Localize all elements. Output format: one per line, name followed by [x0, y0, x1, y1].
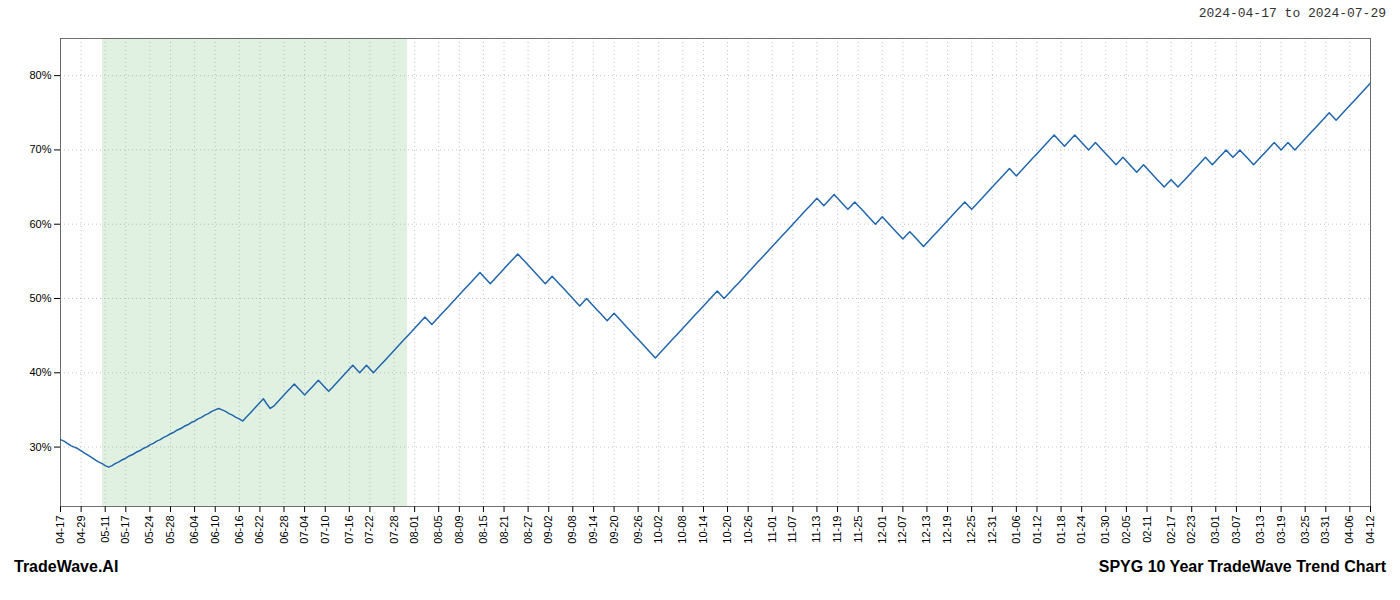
svg-text:11-19: 11-19 [831, 516, 843, 543]
svg-text:80%: 80% [29, 69, 51, 81]
svg-text:06-10: 06-10 [209, 516, 221, 544]
svg-text:05-17: 05-17 [119, 516, 131, 544]
svg-text:10-26: 10-26 [742, 516, 754, 544]
svg-text:06-16: 06-16 [233, 516, 245, 544]
svg-text:07-04: 07-04 [298, 516, 310, 544]
svg-text:12-19: 12-19 [941, 516, 953, 544]
svg-text:01-18: 01-18 [1055, 516, 1067, 544]
svg-text:03-25: 03-25 [1299, 516, 1311, 544]
svg-text:04-17: 04-17 [54, 516, 66, 544]
svg-text:11-25: 11-25 [852, 516, 864, 543]
svg-text:12-31: 12-31 [986, 516, 998, 544]
svg-text:30%: 30% [29, 441, 51, 453]
svg-text:02-11: 02-11 [1141, 516, 1153, 543]
svg-text:08-09: 08-09 [453, 516, 465, 544]
svg-text:03-01: 03-01 [1209, 516, 1221, 544]
svg-text:09-26: 09-26 [632, 516, 644, 544]
svg-text:03-31: 03-31 [1319, 516, 1331, 544]
svg-text:09-08: 09-08 [566, 516, 578, 544]
svg-text:06-04: 06-04 [188, 516, 200, 544]
svg-text:11-13: 11-13 [810, 516, 822, 543]
svg-text:03-13: 03-13 [1254, 516, 1266, 544]
svg-text:10-02: 10-02 [652, 516, 664, 544]
svg-text:01-24: 01-24 [1075, 516, 1087, 544]
svg-text:02-23: 02-23 [1185, 516, 1197, 544]
svg-text:01-12: 01-12 [1031, 516, 1043, 544]
svg-text:12-01: 12-01 [876, 516, 888, 544]
svg-text:07-22: 07-22 [363, 516, 375, 544]
svg-text:10-08: 10-08 [676, 516, 688, 544]
svg-text:12-25: 12-25 [965, 516, 977, 544]
svg-text:05-24: 05-24 [143, 516, 155, 544]
svg-text:08-21: 08-21 [498, 516, 510, 544]
svg-text:12-13: 12-13 [920, 516, 932, 544]
svg-text:03-19: 03-19 [1275, 516, 1287, 544]
svg-text:50%: 50% [29, 292, 51, 304]
svg-text:09-02: 09-02 [542, 516, 554, 544]
html-text:SPYG 10 Year TradeWave Trend C: SPYG 10 Year TradeWave Trend Chart [1098, 558, 1386, 575]
svg-text:06-28: 06-28 [278, 516, 290, 544]
svg-text:06-22: 06-22 [253, 516, 265, 544]
svg-text:07-10: 07-10 [319, 516, 331, 544]
svg-text:70%: 70% [29, 143, 51, 155]
svg-text:05-28: 05-28 [164, 516, 176, 544]
html-text:TradeWave.AI: TradeWave.AI [14, 558, 119, 575]
svg-text:08-27: 08-27 [522, 516, 534, 544]
svg-text:08-01: 08-01 [408, 516, 420, 544]
svg-text:05-11: 05-11 [99, 516, 111, 543]
svg-text:08-15: 08-15 [477, 516, 489, 544]
svg-text:09-14: 09-14 [587, 516, 599, 544]
svg-text:40%: 40% [29, 366, 51, 378]
svg-text:10-14: 10-14 [697, 516, 709, 544]
svg-text:12-07: 12-07 [896, 516, 908, 544]
svg-text:09-20: 09-20 [608, 516, 620, 544]
svg-text:03-07: 03-07 [1230, 516, 1242, 544]
svg-text:04-06: 04-06 [1343, 516, 1355, 544]
svg-text:02-05: 02-05 [1120, 516, 1132, 544]
svg-text:07-28: 07-28 [388, 516, 400, 544]
html-text:2024-04-17 to 2024-07-29: 2024-04-17 to 2024-07-29 [1198, 6, 1386, 21]
svg-text:60%: 60% [29, 218, 51, 230]
svg-text:02-17: 02-17 [1165, 516, 1177, 544]
svg-text:10-20: 10-20 [721, 516, 733, 544]
svg-text:11-07: 11-07 [786, 516, 798, 543]
svg-text:11-01: 11-01 [766, 516, 778, 543]
svg-text:08-05: 08-05 [432, 516, 444, 544]
svg-text:04-12: 04-12 [1364, 516, 1376, 544]
svg-text:01-06: 01-06 [1010, 516, 1022, 544]
svg-text:01-30: 01-30 [1099, 516, 1111, 544]
svg-text:07-16: 07-16 [343, 516, 355, 544]
svg-text:04-29: 04-29 [75, 516, 87, 544]
